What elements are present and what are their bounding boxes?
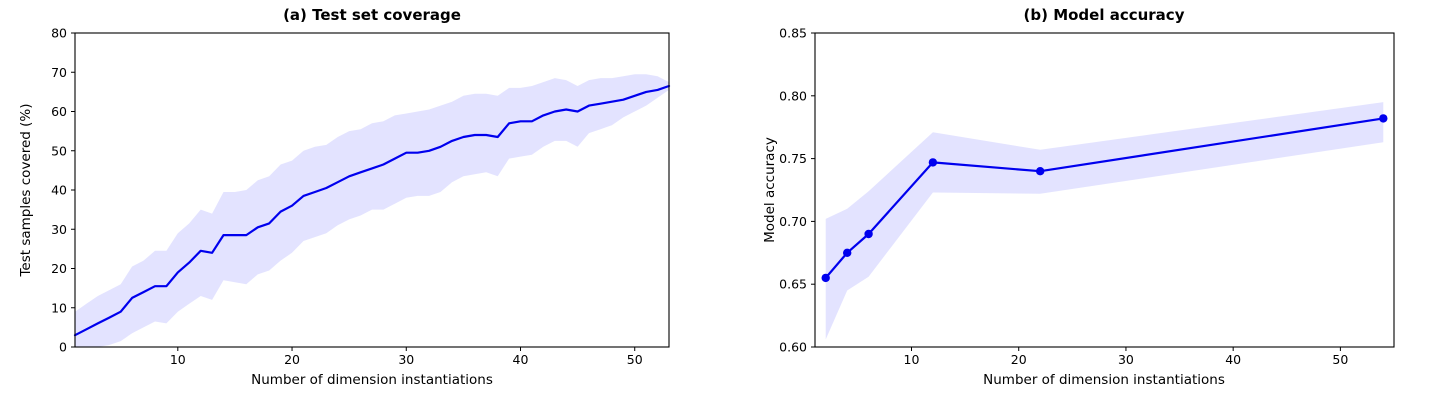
data-point-marker <box>1379 114 1388 123</box>
y-tick-label: 0.70 <box>779 214 807 229</box>
x-tick-label: 30 <box>1118 352 1134 367</box>
data-line <box>824 117 1385 279</box>
y-tick-label: 0.75 <box>779 151 807 166</box>
y-tick-label: 60 <box>51 104 67 119</box>
y-tick-label: 0.65 <box>779 277 807 292</box>
panel-b-y-axis-label: Model accuracy <box>762 137 778 243</box>
panel-b-x-axis-label: Number of dimension instantiations <box>983 372 1225 388</box>
data-point-marker <box>843 248 852 257</box>
y-tick-label: 20 <box>51 261 67 276</box>
data-point-marker <box>864 229 873 239</box>
x-tick-label: 50 <box>1332 352 1348 367</box>
x-tick-label: 10 <box>170 352 186 367</box>
y-tick-label: 0.85 <box>779 26 807 41</box>
panel-a-x-axis-label: Number of dimension instantiations <box>251 372 493 388</box>
panel-b-model-accuracy: 10 20 30 40 50 0.60 0.65 0.70 0.75 0.80 0.85 (b) M… <box>728 0 1456 400</box>
axes-spines <box>814 32 1395 348</box>
y-tick-label: 0 <box>59 340 67 355</box>
data-line <box>73 84 671 337</box>
y-tick-label: 50 <box>51 143 67 158</box>
y-tick-label: 30 <box>51 222 67 237</box>
panel-a-title: (a) Test set coverage <box>283 6 461 24</box>
x-tick-label: 20 <box>1011 352 1027 367</box>
panel-a-y-axis-label: Test samples covered (%) <box>18 103 34 277</box>
y-tick-label: 0.80 <box>779 88 807 103</box>
plot-background <box>75 33 669 347</box>
y-tick-label: 40 <box>51 183 67 198</box>
y-tick-label: 70 <box>51 65 67 80</box>
confidence-band <box>825 102 1384 340</box>
x-tick-label: 40 <box>513 352 529 367</box>
confidence-band <box>75 74 669 347</box>
panel-b-plot-area: 10 20 30 40 50 0.60 0.65 0.70 0.75 0.80 0.85 <box>779 26 1395 367</box>
y-tick-label: 0.60 <box>779 340 807 355</box>
x-tick-label: 10 <box>904 352 920 367</box>
x-tick-label: 20 <box>284 352 300 367</box>
x-tick-label: 30 <box>398 352 414 367</box>
x-tick-label: 50 <box>627 352 643 367</box>
y-tick-label: 80 <box>51 26 67 41</box>
x-tick-label: 40 <box>1225 352 1241 367</box>
data-point-marker <box>928 158 938 167</box>
data-point-marker <box>1036 167 1045 176</box>
panel-b-title: (b) Model accuracy <box>1023 6 1185 24</box>
data-point-marker <box>821 273 830 283</box>
panel-a-plot-area: 10 20 30 40 50 0 10 20 30 40 50 60 70 80 <box>51 26 671 367</box>
y-tick-label: 10 <box>51 300 67 315</box>
panel-a-test-set-coverage: 10 20 30 40 50 0 10 20 30 40 50 60 70 80 (a) Test set… <box>18 6 671 388</box>
plot-background <box>815 33 1394 347</box>
